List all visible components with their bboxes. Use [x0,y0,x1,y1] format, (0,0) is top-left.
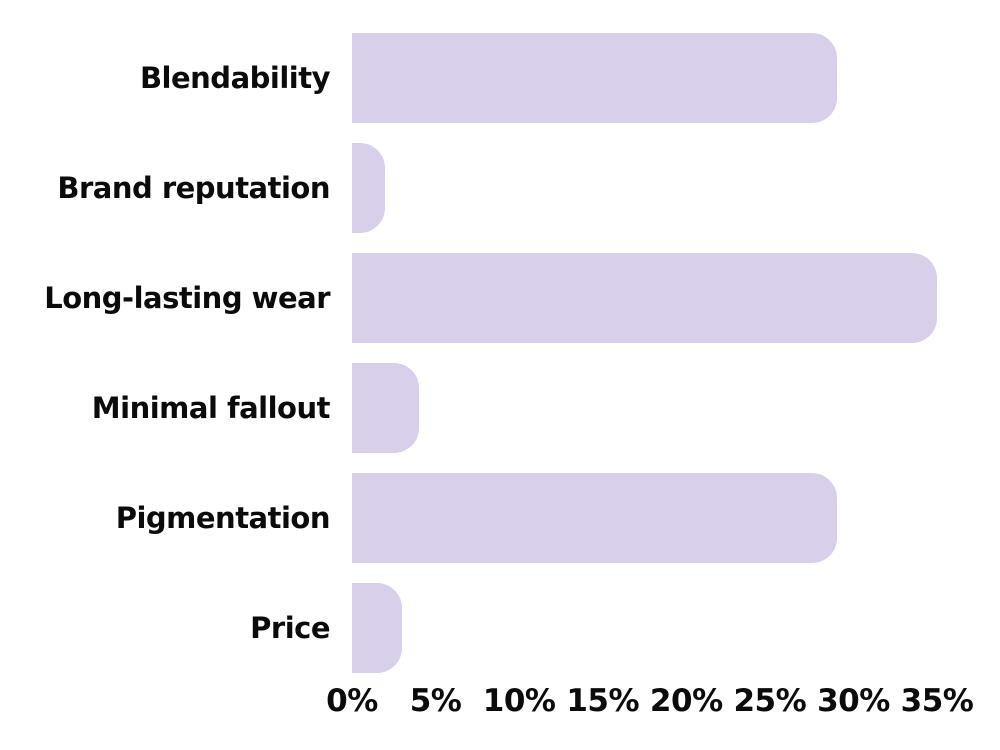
x-axis-tick-label: 0% [326,683,378,719]
category-label: Blendability [139,61,331,95]
chart-row: Minimal fallout [0,363,1000,453]
chart-row: Blendability [0,33,1000,123]
x-axis-tick-label: 35% [900,683,974,719]
bar [352,143,386,233]
x-axis-tick-label: 15% [566,683,640,719]
bar [352,33,837,123]
bar-rows: Blendability Brand reputation Long-lasting… [0,33,1000,673]
chart-row: Long-lasting wear [0,253,1000,343]
chart-row: Pigmentation [0,473,1000,563]
chart-row: Brand reputation [0,143,1000,233]
bar [352,253,937,343]
x-axis-tick-label: 5% [409,683,462,719]
category-label: Long-lasting wear [44,281,330,315]
bar [352,583,403,673]
x-axis-tick-label: 30% [817,683,890,719]
category-label: Minimal fallout [91,391,331,425]
category-label: Price [250,611,330,645]
chart-row: Price [0,583,1000,673]
x-axis-tick-label: 20% [649,683,723,719]
x-axis-tick-label: 10% [482,683,556,719]
category-label: Brand reputation [57,171,330,205]
x-axis: 0% 5% 10% 15% 20% 25% 30% 35% [0,683,1000,728]
x-axis-tick-label: 25% [733,683,807,719]
bar [352,473,837,563]
bar [352,363,419,453]
category-label: Pigmentation [115,501,331,535]
